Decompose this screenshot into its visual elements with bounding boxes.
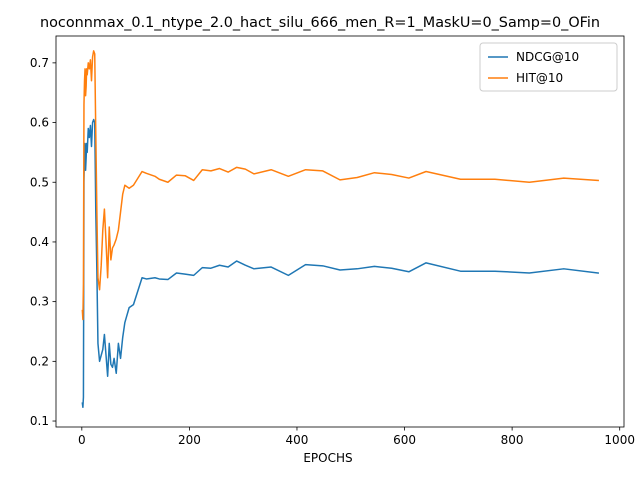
- axes-frame: [55, 35, 625, 428]
- y-tick-label: 0.4: [30, 235, 49, 249]
- x-tick-label: 400: [286, 433, 309, 447]
- x-tick-label: 200: [178, 433, 201, 447]
- x-tick-label: 600: [393, 433, 416, 447]
- y-tick-label: 0.1: [30, 414, 49, 428]
- x-tick-label: 800: [501, 433, 524, 447]
- series-line-hit-10: [81, 50, 599, 321]
- legend-box: [479, 42, 618, 92]
- x-axis-label: EPOCHS: [303, 451, 352, 465]
- legend-label: NDCG@10: [516, 50, 579, 64]
- y-tick-label: 0.7: [30, 56, 49, 70]
- series-line-ndcg-10: [81, 118, 600, 409]
- x-tick-label: 0: [78, 433, 86, 447]
- axes: 0 200 400 600 800 1000 0.1 0.2 0.3 0.4 0.5 0.6 0.7: [30, 35, 635, 447]
- plot-area: [81, 50, 600, 409]
- y-tick-label: 0.2: [30, 354, 49, 368]
- x-tick-label: 1000: [604, 433, 635, 447]
- y-tick-label: 0.3: [30, 295, 49, 309]
- y-tick-label: 0.6: [30, 116, 49, 130]
- legend: NDCG@10 HIT@10: [479, 42, 618, 92]
- y-tick-label: 0.5: [30, 175, 49, 189]
- chart-title: noconnmax_0.1_ntype_2.0_hact_silu_666_me…: [40, 15, 600, 31]
- legend-label: HIT@10: [516, 71, 563, 85]
